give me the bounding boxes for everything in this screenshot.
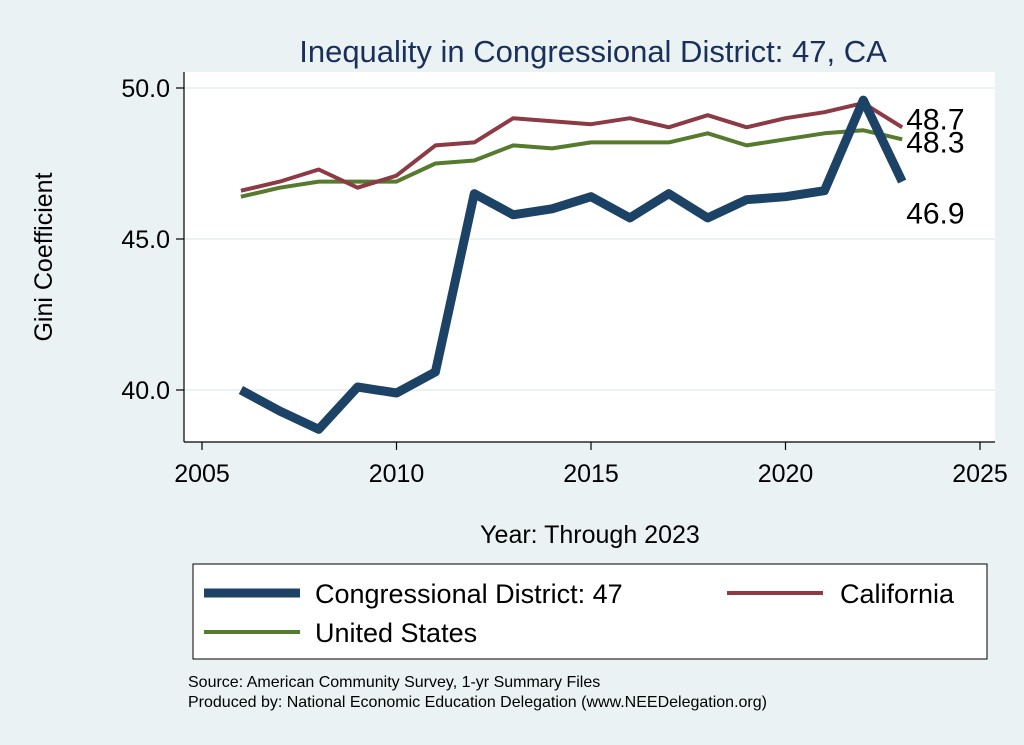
y-tick-label: 45.0 xyxy=(121,226,170,254)
plot-area xyxy=(184,72,995,442)
series-line-united-states xyxy=(240,128,903,199)
x-tick-label: 2005 xyxy=(174,460,230,488)
y-tick-label: 40.0 xyxy=(121,377,170,405)
gridlines xyxy=(184,87,995,391)
x-tick-label: 2010 xyxy=(369,460,425,488)
y-tick-label: 50.0 xyxy=(121,75,170,103)
series-line-district xyxy=(238,95,907,434)
legend-box xyxy=(192,563,988,660)
source-note: Source: American Community Survey, 1-yr … xyxy=(188,674,600,691)
series-lines xyxy=(238,95,907,434)
end-label-united-states: 48.3 xyxy=(906,126,964,159)
legend: Congressional District: 47 California Un… xyxy=(192,563,988,660)
legend-label-district: Congressional District: 47 xyxy=(315,579,623,609)
x-axis-title: Year: Through 2023 xyxy=(480,521,700,549)
x-tick-label: 2025 xyxy=(952,460,1008,488)
legend-label-california: California xyxy=(840,579,955,609)
x-tick-label: 2015 xyxy=(563,460,619,488)
x-tick-label: 2020 xyxy=(758,460,814,488)
x-ticks: 2005 2010 2015 2020 2025 xyxy=(174,442,1008,488)
axes xyxy=(183,72,995,443)
end-label-california: 48.7 xyxy=(906,103,964,136)
end-label-district: 46.9 xyxy=(906,198,964,231)
producer-note: Produced by: National Economic Education… xyxy=(188,694,767,711)
end-labels: 46.9 48.748.3 xyxy=(906,103,964,230)
series-line-california xyxy=(240,101,904,193)
y-axis-title: Gini Coefficient xyxy=(30,172,58,341)
chart-title: Inequality in Congressional District: 47… xyxy=(299,34,887,69)
y-ticks: 40.0 45.0 50.0 xyxy=(121,75,184,405)
legend-label-united-states: United States xyxy=(315,618,477,648)
